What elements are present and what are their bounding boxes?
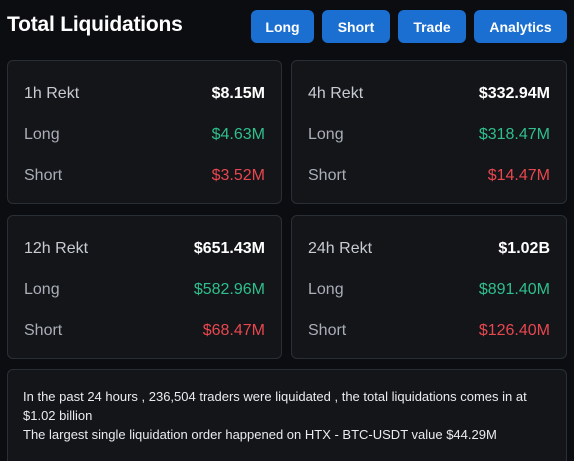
summary-text: In the past 24 hours , 236,504 traders w… <box>23 389 527 423</box>
period-label: 12h Rekt <box>24 240 89 257</box>
card-12h: 12h Rekt $651.43M Long $582.96M Short $6… <box>7 215 282 359</box>
total-value: $332.94M <box>478 85 550 102</box>
page-title: Total Liquidations <box>7 13 183 36</box>
short-value: $14.47M <box>487 167 550 184</box>
total-row: 1h Rekt $8.15M <box>24 84 265 104</box>
long-row: Long $891.40M <box>308 280 550 300</box>
card-4h: 4h Rekt $332.94M Long $318.47M Short $14… <box>291 60 567 204</box>
header: Total Liquidations Long Short Trade Anal… <box>0 0 574 52</box>
long-label: Long <box>24 281 60 298</box>
tab-long[interactable]: Long <box>251 10 314 43</box>
tab-bar: Long Short Trade Analytics <box>0 10 574 44</box>
short-value: $68.47M <box>202 322 265 339</box>
short-label: Short <box>308 167 347 184</box>
total-row: 4h Rekt $332.94M <box>308 84 550 104</box>
short-row: Short $14.47M <box>308 166 550 186</box>
total-row: 12h Rekt $651.43M <box>24 239 265 259</box>
period-label: 24h Rekt <box>308 240 373 257</box>
period-label: 4h Rekt <box>308 85 364 102</box>
total-value: $651.43M <box>193 240 265 257</box>
long-value: $4.63M <box>211 126 265 143</box>
short-row: Short $126.40M <box>308 321 550 341</box>
total-row: 24h Rekt $1.02B <box>308 239 550 259</box>
tab-analytics[interactable]: Analytics <box>474 10 567 43</box>
long-label: Long <box>24 126 60 143</box>
card-1h: 1h Rekt $8.15M Long $4.63M Short $3.52M <box>7 60 282 204</box>
card-24h: 24h Rekt $1.02B Long $891.40M Short $126… <box>291 215 567 359</box>
short-value: $3.52M <box>211 167 265 184</box>
short-label: Short <box>308 322 347 339</box>
long-row: Long $4.63M <box>24 125 265 145</box>
short-label: Short <box>24 167 63 184</box>
long-value: $582.96M <box>193 281 265 298</box>
short-label: Short <box>24 322 63 339</box>
tab-trade[interactable]: Trade <box>398 10 466 43</box>
period-label: 1h Rekt <box>24 85 80 102</box>
long-row: Long $318.47M <box>308 125 550 145</box>
tab-short[interactable]: Short <box>322 10 390 43</box>
summary-panel: In the past 24 hours , 236,504 traders w… <box>7 369 567 461</box>
short-row: Short $3.52M <box>24 166 265 186</box>
short-value: $126.40M <box>478 322 550 339</box>
long-label: Long <box>308 281 344 298</box>
short-row: Short $68.47M <box>24 321 265 341</box>
largest-order-text: The largest single liquidation order hap… <box>23 427 497 442</box>
long-value: $318.47M <box>478 126 550 143</box>
total-value: $1.02B <box>498 240 550 257</box>
long-row: Long $582.96M <box>24 280 265 300</box>
long-value: $891.40M <box>478 281 550 298</box>
long-label: Long <box>308 126 344 143</box>
total-value: $8.15M <box>211 85 265 102</box>
